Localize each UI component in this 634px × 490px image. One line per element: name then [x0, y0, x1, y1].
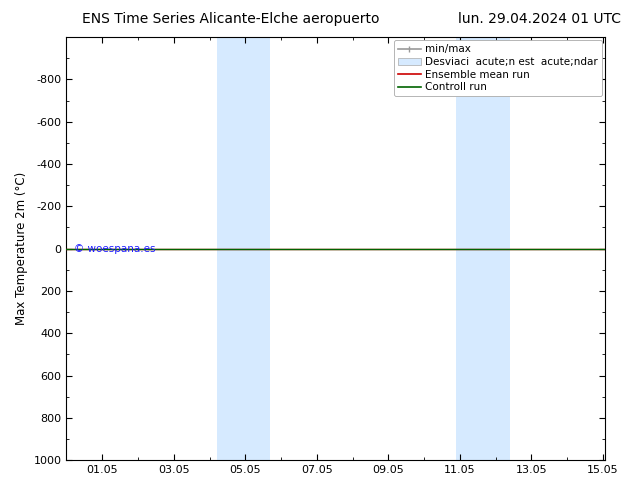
Y-axis label: Max Temperature 2m (°C): Max Temperature 2m (°C) — [15, 172, 28, 325]
Legend: min/max, Desviaci  acute;n est  acute;ndar, Ensemble mean run, Controll run: min/max, Desviaci acute;n est acute;ndar… — [394, 40, 602, 97]
Text: ENS Time Series Alicante-Elche aeropuerto: ENS Time Series Alicante-Elche aeropuert… — [82, 12, 380, 26]
Bar — [217, 37, 270, 460]
Bar — [456, 37, 510, 460]
Text: lun. 29.04.2024 01 UTC: lun. 29.04.2024 01 UTC — [458, 12, 621, 26]
Text: © woespana.es: © woespana.es — [74, 244, 156, 254]
